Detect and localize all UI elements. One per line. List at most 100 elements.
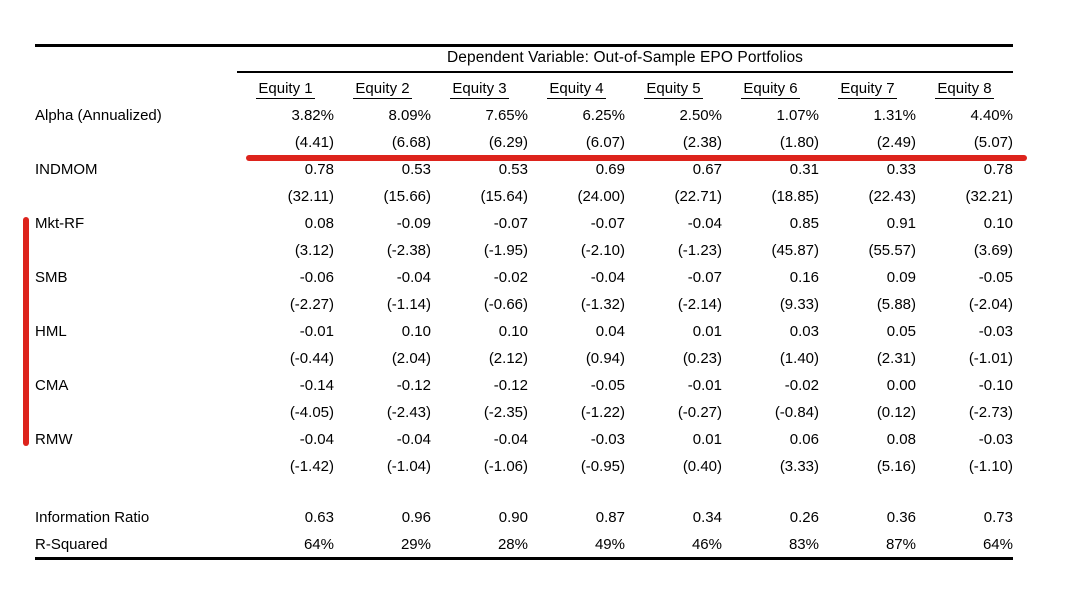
value-cell: 0.31 [789,161,819,178]
tstat-row: (32.11) (15.66) (15.64) (24.00) (22.71) (18.8… [35,183,1013,210]
value-cell: 28% [497,535,528,553]
value-cell: 0.96 [401,509,431,526]
tstat-cell: (5.16) [876,458,916,475]
tstat-cell: (2.38) [682,134,722,151]
value-cell: 64% [303,535,334,553]
column-header-label: Equity 4 [547,79,606,99]
value-cell: 0.10 [498,323,528,340]
tstat-cell: (-1.23) [677,242,722,259]
value-cell: 0.08 [304,215,334,232]
tstat-cell: (-2.38) [386,242,431,259]
value-cell: -0.04 [590,269,625,286]
value-cell: 29% [400,535,431,553]
table-body: Alpha (Annualized) 3.82% 8.09% 7.65% 6.25% 2.… [35,102,1013,557]
value-cell: -0.03 [978,323,1013,340]
tstat-cell: (-1.04) [386,458,431,475]
red-vertical-bracket-annotation [23,217,29,446]
value-cell: 0.87 [595,509,625,526]
tstat-cell: (15.64) [480,188,528,205]
tstat-cell: (5.88) [876,296,916,313]
value-cell: 4.40% [970,107,1013,124]
tstat-cell: (-2.04) [968,296,1013,313]
value-cell: 0.90 [498,509,528,526]
row-label: Information Ratio [35,509,150,526]
row-label: R-Squared [35,535,108,553]
coefficient-row: CMA -0.14 -0.12 -0.12 -0.05 -0.01 -0.02 0.00 -0.… [35,372,1013,399]
column-header-7: Equity 7 [819,76,916,102]
tstat-row: (-0.44) (2.04) (2.12) (0.94) (0.23) (1.40) (2.… [35,345,1013,372]
row-label-spacer [35,453,237,480]
row-label: Alpha (Annualized) [35,107,162,124]
value-cell: 0.10 [983,215,1013,232]
value-cell: 64% [982,535,1013,553]
value-cell: 0.16 [789,269,819,286]
tstat-cell: (3.33) [779,458,819,475]
value-cell: 0.09 [886,269,916,286]
row-label-spacer [35,345,237,372]
summary-row: Information Ratio 0.63 0.96 0.90 0.87 0.34 0.2… [35,504,1013,531]
value-cell: -0.06 [299,269,334,286]
tstat-cell: (1.80) [779,134,819,151]
row-label: RMW [35,431,73,448]
tstat-cell: (-2.73) [968,404,1013,421]
value-cell: -0.12 [493,377,528,394]
value-cell: 0.03 [789,323,819,340]
row-label-spacer [35,183,237,210]
tstat-cell: (6.07) [585,134,625,151]
header-label-spacer [35,76,237,102]
column-header-1: Equity 1 [237,76,334,102]
summary-row: R-Squared 64% 29% 28% 49% 46% 83% 87% 64% [35,531,1013,557]
value-cell: 1.31% [873,107,916,124]
coefficient-row: SMB -0.06 -0.04 -0.02 -0.04 -0.07 0.16 0.09 -0.0… [35,264,1013,291]
tstat-cell: (4.41) [294,134,334,151]
value-cell: 0.10 [401,323,431,340]
tstat-cell: (-1.32) [580,296,625,313]
row-label: Mkt-RF [35,215,85,232]
value-cell: -0.07 [590,215,625,232]
tstat-cell: (9.33) [779,296,819,313]
value-cell: 0.34 [692,509,722,526]
row-label: INDMOM [35,161,98,178]
value-cell: 0.05 [886,323,916,340]
table-title: Dependent Variable: Out-of-Sample EPO Po… [446,49,804,66]
spacer-row [35,480,1013,504]
value-cell: -0.04 [396,431,431,448]
tstat-cell: (0.40) [682,458,722,475]
value-cell: -0.02 [784,377,819,394]
value-cell: 0.69 [595,161,625,178]
value-cell: -0.04 [396,269,431,286]
value-cell: -0.03 [590,431,625,448]
tstat-cell: (15.66) [383,188,431,205]
tstat-cell: (-0.95) [580,458,625,475]
value-cell: 0.26 [789,509,819,526]
tstat-cell: (-2.10) [580,242,625,259]
value-cell: -0.04 [687,215,722,232]
value-cell: 0.36 [886,509,916,526]
column-header-label: Equity 1 [256,79,315,99]
column-header-label: Equity 5 [644,79,703,99]
value-cell: -0.10 [978,377,1013,394]
column-header-8: Equity 8 [916,76,1013,102]
tstat-cell: (-1.22) [580,404,625,421]
column-header-label: Equity 7 [838,79,897,99]
row-label-spacer [35,237,237,264]
tstat-cell: (6.68) [391,134,431,151]
header-row: Equity 1 Equity 2 Equity 3 Equity 4 Equity 5… [35,76,1013,102]
spacer-cell [35,480,1013,504]
tstat-row: (4.41) (6.68) (6.29) (6.07) (2.38) (1.80) (2.4… [35,129,1013,156]
row-label-spacer [35,129,237,156]
coefficient-row: Mkt-RF 0.08 -0.09 -0.07 -0.07 -0.04 0.85 0.91 0.… [35,210,1013,237]
tstat-row: (-2.27) (-1.14) (-0.66) (-1.32) (-2.14) (9.33… [35,291,1013,318]
coefficient-row: INDMOM 0.78 0.53 0.53 0.69 0.67 0.31 0.33 0.78 [35,156,1013,183]
tstat-cell: (-1.10) [968,458,1013,475]
value-cell: -0.05 [978,269,1013,286]
tstat-row: (-1.42) (-1.04) (-1.06) (-0.95) (0.40) (3.33)… [35,453,1013,480]
tstat-cell: (55.57) [868,242,916,259]
tstat-cell: (32.21) [965,188,1013,205]
value-cell: 8.09% [388,107,431,124]
tstat-cell: (-0.66) [483,296,528,313]
value-cell: -0.01 [687,377,722,394]
value-cell: -0.05 [590,377,625,394]
value-cell: 0.01 [692,431,722,448]
